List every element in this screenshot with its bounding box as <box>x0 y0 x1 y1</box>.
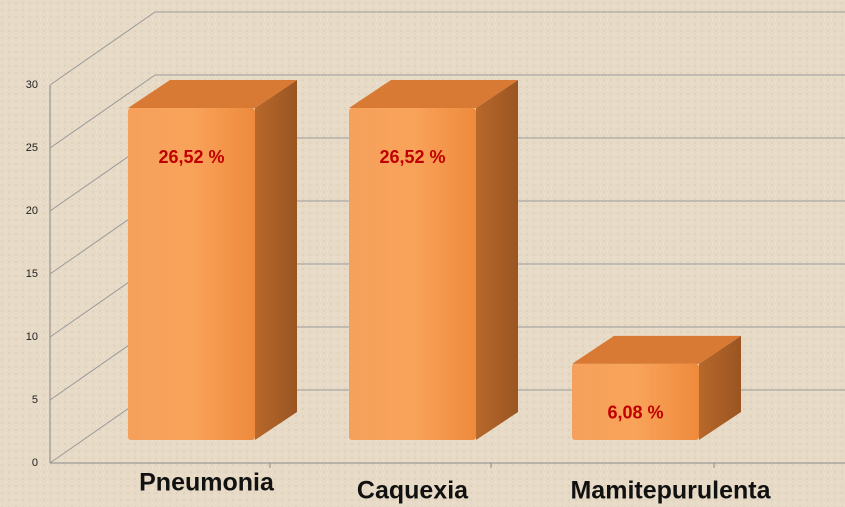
y-tick-label: 30 <box>26 79 38 91</box>
bar-side <box>255 80 297 440</box>
bar <box>572 363 699 440</box>
bar <box>128 108 255 440</box>
bar-side <box>476 80 518 440</box>
y-tick-label: 10 <box>26 331 38 343</box>
bar-side <box>699 335 741 440</box>
data-label: 26,52 % <box>379 147 445 167</box>
y-tick-label: 20 <box>26 205 38 217</box>
data-label: 26,52 % <box>158 147 224 167</box>
bar-top <box>349 80 518 108</box>
grid-line <box>49 11 845 86</box>
y-tick-label: 25 <box>26 142 38 154</box>
bar-top <box>128 80 297 108</box>
bar <box>349 108 476 440</box>
grid-line <box>49 74 845 149</box>
y-tick-label: 15 <box>26 268 38 280</box>
data-label: 6,08 % <box>607 403 663 423</box>
x-tick-label: Mamitepurulenta <box>570 477 771 505</box>
bar-top <box>572 335 741 364</box>
x-tick-label: Pneumonia <box>139 469 275 497</box>
y-tick-label: 0 <box>32 457 38 469</box>
y-tick-label: 5 <box>32 394 38 406</box>
x-tick-label: Caquexia <box>357 477 469 505</box>
